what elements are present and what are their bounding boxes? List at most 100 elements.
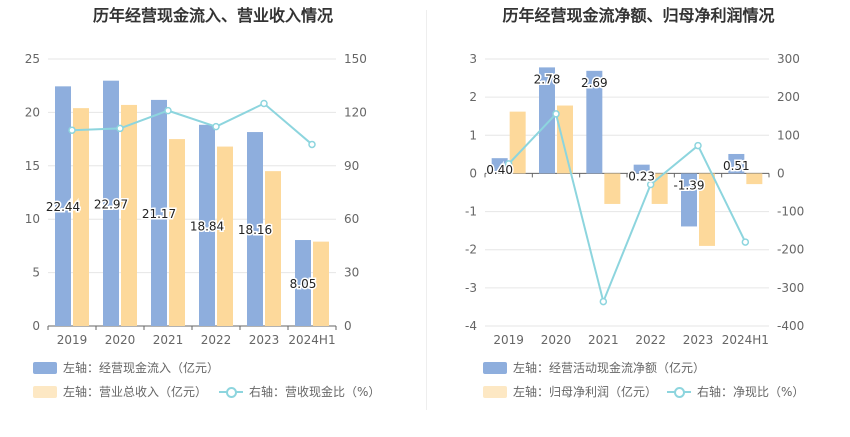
legend-item[interactable]: 左轴：归母净利润（亿元） xyxy=(483,383,657,400)
x-tick-label: 2024H1 xyxy=(722,333,769,347)
data-label: -1.39 xyxy=(673,178,704,192)
x-tick-label: 2020 xyxy=(541,333,572,347)
y-right-tick-label: 150 xyxy=(344,52,367,66)
y-right-tick-label: -200 xyxy=(777,243,804,257)
line-point xyxy=(212,122,220,131)
data-label: 0.51 xyxy=(723,159,750,173)
legend-item[interactable]: 左轴：营业总收入（亿元） xyxy=(33,383,207,400)
chart-panel-left: 历年经营现金流入、营业收入情况 0 5 10 15 20 25 0 30 60 90 120 150 2… xyxy=(25,6,381,400)
y-left-tick-label: -4 xyxy=(465,319,477,333)
y-right-tick-label: 120 xyxy=(344,105,367,119)
bar xyxy=(586,70,603,174)
bar xyxy=(557,105,573,174)
y-left-tick-label: 5 xyxy=(32,266,40,280)
y-right-tick-label: -100 xyxy=(777,205,804,219)
x-tick-label: 2020 xyxy=(105,333,136,347)
y-right-tick-label: 0 xyxy=(344,319,352,333)
y-right-tick-label: -300 xyxy=(777,281,804,295)
legend-swatch xyxy=(483,385,507,398)
x-tick-label: 2024H1 xyxy=(288,333,335,347)
y-left-tick-label: 10 xyxy=(25,212,40,226)
legend-label: 左轴：经营现金流入（亿元） xyxy=(63,361,220,375)
bar xyxy=(121,104,137,326)
line-point xyxy=(694,141,702,150)
line-point xyxy=(68,126,76,134)
bar xyxy=(103,80,119,327)
line-point xyxy=(552,110,560,118)
y-left-tick-label: 0 xyxy=(469,166,477,180)
bar xyxy=(633,164,650,174)
bar xyxy=(199,124,215,326)
bar xyxy=(604,173,621,204)
legend-item[interactable]: 右轴：净现比（%） xyxy=(667,383,804,400)
y-right-tick-label: 200 xyxy=(777,90,800,104)
bar xyxy=(728,153,745,174)
bar xyxy=(151,99,167,326)
y-left-tick-label: 0 xyxy=(32,319,40,333)
chart-panel-right: 历年经营现金流净额、归母净利润情况 -4 -3 -2 -1 0 1 2 3 -400 -300 -2… xyxy=(427,0,850,437)
data-label: 2.69 xyxy=(581,76,608,90)
legend-label: 右轴：净现比（%） xyxy=(697,385,805,399)
y-right-tick-label: 90 xyxy=(344,159,359,173)
x-tick-label: 2021 xyxy=(153,333,184,347)
legend-item[interactable]: 左轴：经营活动现金流净额（亿元） xyxy=(483,359,705,376)
bar xyxy=(169,139,185,326)
chart-plot: 0 5 10 15 20 25 0 30 60 90 120 150 2019 2020 2021 2022 2… xyxy=(25,52,367,347)
x-tick-label: 2021 xyxy=(588,333,619,347)
legend-item[interactable]: 右轴：营收现金比（%） xyxy=(219,383,380,400)
legend-item[interactable]: 左轴：经营现金流入（亿元） xyxy=(33,359,219,376)
y-right-tick-label: 0 xyxy=(777,166,785,180)
y-left-tick-label: -1 xyxy=(465,205,477,219)
line-point xyxy=(599,297,608,306)
bar xyxy=(539,67,555,174)
bar xyxy=(55,86,71,327)
bar xyxy=(295,240,311,326)
data-label: 21.17 xyxy=(142,207,176,221)
legend-label: 左轴：营业总收入（亿元） xyxy=(63,385,208,399)
legend-label: 左轴：经营活动现金流净额（亿元） xyxy=(513,361,706,375)
bar xyxy=(681,173,697,227)
data-label: 18.84 xyxy=(190,219,224,233)
x-tick-label: 2019 xyxy=(57,333,88,347)
panel-divider xyxy=(426,10,427,410)
chart-plot: -4 -3 -2 -1 0 1 2 3 -400 -300 -200 -100 0 100 200 300 20… xyxy=(465,52,804,347)
legend-swatch xyxy=(483,361,507,374)
y-left-tick-label: 25 xyxy=(25,52,40,66)
series-line xyxy=(507,111,747,305)
y-right-tick-label: -400 xyxy=(777,319,804,333)
legend-label: 左轴：归母净利润（亿元） xyxy=(513,385,658,399)
legend-line-marker xyxy=(219,386,243,398)
data-label: 8.05 xyxy=(290,277,317,291)
series-line xyxy=(71,102,313,146)
y-right-tick-label: 60 xyxy=(344,212,359,226)
y-left-tick-label: 3 xyxy=(469,52,477,66)
x-tick-label: 2023 xyxy=(249,333,280,347)
line-point xyxy=(741,238,750,246)
line-point xyxy=(646,180,655,189)
y-left-tick-label: 2 xyxy=(469,90,477,104)
data-label: 0.23 xyxy=(628,170,655,184)
data-label: 18.16 xyxy=(238,223,272,237)
x-tick-label: 2022 xyxy=(201,333,232,347)
data-label: 22.44 xyxy=(46,200,80,214)
bar xyxy=(265,171,281,326)
x-tick-label: 2019 xyxy=(493,333,524,347)
line-point xyxy=(504,160,513,168)
line-point xyxy=(308,140,316,149)
bar xyxy=(699,173,715,246)
legend-label: 右轴：营收现金比（%） xyxy=(249,385,381,399)
legend-swatch xyxy=(33,361,57,374)
line-point xyxy=(116,124,124,133)
x-tick-label: 2022 xyxy=(635,333,666,347)
data-label: 2.78 xyxy=(534,72,561,86)
bar xyxy=(247,132,263,326)
x-tick-label: 2023 xyxy=(683,333,714,347)
legend-line-marker xyxy=(667,386,691,398)
y-left-tick-label: -3 xyxy=(465,281,477,295)
y-right-tick-label: 30 xyxy=(344,266,359,280)
bar xyxy=(491,158,508,174)
chart-title: 历年经营现金流净额、归母净利润情况 xyxy=(502,6,775,25)
line-point xyxy=(164,106,172,115)
y-left-tick-label: 20 xyxy=(25,105,40,119)
y-left-tick-label: 1 xyxy=(469,128,477,142)
